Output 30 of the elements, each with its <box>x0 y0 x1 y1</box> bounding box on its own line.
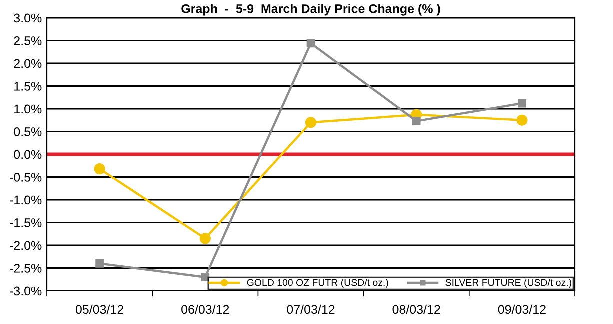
x-tick-label: 05/03/12 <box>76 304 124 314</box>
x-tick-label: 09/03/12 <box>498 304 546 314</box>
y-tick-label: 0.0% <box>14 150 42 160</box>
chart-title: Graph - 5-9 March Daily Price Change (% ) <box>182 4 440 16</box>
point <box>516 114 528 126</box>
legend-label: SILVER FUTURE (USD/t oz.) <box>446 279 572 288</box>
point <box>305 117 317 128</box>
y-tick-label: -2.5% <box>10 264 42 273</box>
point <box>94 164 106 175</box>
point <box>200 233 211 244</box>
y-tick-label: 3.0% <box>14 14 42 23</box>
y-tick-label: 2.5% <box>14 36 42 46</box>
y-tick-label: -1.5% <box>10 218 42 228</box>
point <box>96 260 104 268</box>
x-tick-label: 08/03/12 <box>392 304 440 314</box>
y-tick-label: -2.0% <box>10 241 42 250</box>
point <box>201 273 210 282</box>
y-tick-label: 2.0% <box>14 59 42 68</box>
point <box>518 99 526 108</box>
x-tick-label: 06/03/12 <box>182 304 230 314</box>
point <box>412 117 421 126</box>
y-tick-label: -1.0% <box>10 196 42 205</box>
point <box>306 39 316 48</box>
y-tick-label: -0.5% <box>10 173 42 182</box>
y-tick-label: 0.5% <box>14 128 42 136</box>
y-tick-label: -3.0% <box>10 286 42 296</box>
y-tick-label: 1.0% <box>14 104 42 114</box>
x-tick-label: 07/03/12 <box>287 304 335 314</box>
legend-label: GOLD 100 OZ FUTR (USD/t oz.) <box>247 279 388 288</box>
y-tick-label: 1.5% <box>14 82 42 91</box>
